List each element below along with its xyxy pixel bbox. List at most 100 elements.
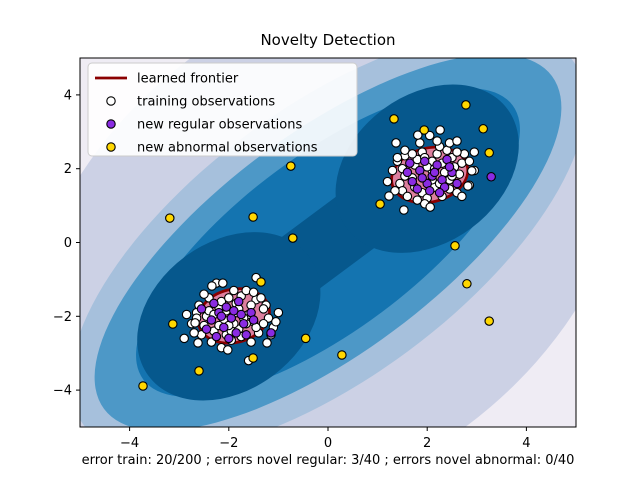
legend-entry: new abnormal observations [106, 141, 318, 156]
abnormal-point [168, 319, 178, 329]
training-point [229, 285, 239, 296]
regular-point [229, 306, 239, 316]
axes: −4 −2 0 2 4 −4 −2 0 2 4 [53, 57, 577, 451]
abnormal-point [461, 100, 471, 110]
training-point [392, 152, 403, 163]
training-point [435, 125, 445, 135]
legend-marker [106, 142, 116, 152]
y-tick-label: −2 [53, 310, 72, 325]
regular-point [219, 322, 229, 333]
training-point [457, 191, 467, 202]
regular-point [221, 302, 232, 312]
regular-point [211, 331, 222, 342]
training-point [467, 166, 477, 176]
regular-point [231, 328, 241, 338]
training-point [199, 289, 209, 299]
legend: learned frontier training observations new… [87, 62, 358, 157]
training-point [223, 345, 233, 355]
regular-point [224, 333, 234, 344]
abnormal-point [478, 124, 488, 134]
training-point [412, 195, 423, 205]
training-point [387, 165, 398, 176]
abnormal-point [375, 199, 385, 209]
training-point [452, 147, 462, 157]
training-point [256, 293, 266, 303]
regular-point [216, 311, 227, 322]
regular-point [444, 162, 455, 172]
training-point [382, 176, 393, 187]
regular-point [233, 296, 244, 307]
training-point [193, 338, 203, 348]
scatter-points [138, 100, 496, 391]
x-tick-label: 2 [423, 436, 431, 451]
abnormal-point [165, 213, 175, 223]
training-point [224, 293, 234, 303]
training-point [424, 130, 435, 141]
abnormal-point [286, 161, 296, 171]
training-point [190, 318, 200, 328]
regular-point [434, 187, 445, 198]
legend-entry: learned frontier [95, 72, 239, 87]
legend-entry: new regular observations [106, 118, 302, 133]
regular-point [266, 328, 276, 338]
abnormal-point [138, 381, 148, 391]
abnormal-point [248, 212, 258, 222]
y-tick-label: 0 [64, 236, 72, 251]
training-point [262, 338, 272, 348]
training-point [402, 191, 413, 202]
training-point [179, 333, 189, 344]
legend-box [87, 62, 358, 157]
regular-point [452, 178, 462, 189]
x-tick-label: 0 [324, 436, 332, 451]
regular-point [248, 315, 259, 325]
training-point [271, 317, 281, 327]
abnormal-point [462, 279, 472, 289]
regular-point [209, 298, 219, 309]
abnormal-point [248, 353, 258, 363]
training-point [469, 147, 480, 157]
abnormal-point [256, 277, 266, 287]
abnormal-point [484, 316, 494, 326]
series-regular-point [196, 154, 496, 344]
training-point [452, 136, 462, 146]
abnormal-point [300, 333, 311, 344]
training-point [463, 181, 473, 191]
training-point [425, 202, 435, 212]
regular-point [417, 173, 427, 183]
legend-label: learned frontier [137, 72, 239, 87]
legend-label: new abnormal observations [137, 141, 318, 156]
legend-label: training observations [137, 95, 275, 110]
abnormal-point [194, 366, 204, 376]
regular-point [407, 176, 418, 187]
training-point [384, 191, 394, 201]
x-tick-label: −2 [219, 436, 238, 451]
y-tick-label: 4 [64, 88, 72, 103]
x-axis-caption: error train: 20/200 ; errors novel regul… [82, 453, 575, 468]
training-point [248, 287, 259, 298]
abnormal-point [389, 114, 399, 124]
regular-point [402, 167, 413, 178]
abnormal-point [484, 148, 494, 158]
training-point [399, 205, 409, 215]
abnormal-point [337, 350, 347, 360]
regular-point [419, 156, 430, 167]
training-point [218, 278, 228, 288]
regular-point [241, 330, 251, 340]
training-point [258, 318, 269, 329]
series-abnormal-point [138, 100, 494, 391]
training-point [258, 304, 269, 314]
training-point [464, 156, 475, 167]
regular-point [196, 304, 207, 314]
regular-point [238, 318, 249, 329]
regular-point [412, 184, 423, 194]
regular-point [429, 167, 440, 178]
training-point [415, 138, 425, 148]
training-point [273, 307, 284, 318]
x-tick-label: 4 [522, 436, 530, 451]
x-tick-label: −4 [120, 436, 139, 451]
legend-entry: training observations [106, 95, 275, 110]
training-point [432, 136, 442, 146]
regular-point [206, 315, 217, 325]
